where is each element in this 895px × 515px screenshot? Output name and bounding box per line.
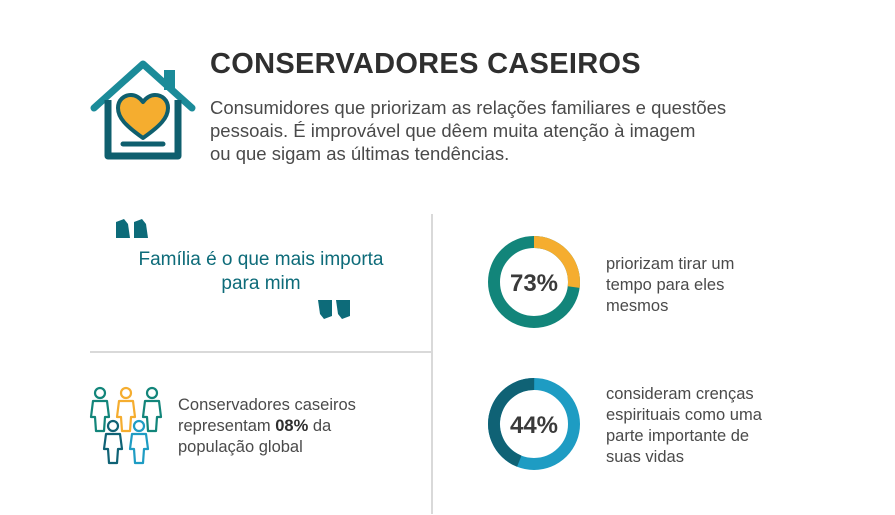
stat-line: suas vidas <box>606 448 684 466</box>
vertical-divider <box>431 214 433 514</box>
population-text: Conservadores caseiros representam 08% d… <box>178 395 418 458</box>
donut-chart-73: 73% <box>488 236 580 328</box>
population-share: 08% <box>275 417 309 435</box>
description-line: pessoais. É improvável que dêem muita at… <box>210 120 696 141</box>
people-group-icon <box>89 386 163 465</box>
stat-line: tempo para eles <box>606 276 725 294</box>
population-line: representam 08% da <box>178 416 418 437</box>
donut-label: 73% <box>510 270 558 297</box>
description-line: ou que sigam as últimas tendências. <box>210 143 510 164</box>
population-line: população global <box>178 438 303 456</box>
stat-line: consideram crenças <box>606 385 754 403</box>
stat-text-2: consideram crenças espirituais como uma … <box>606 384 762 468</box>
population-line: Conservadores caseiros <box>178 396 356 414</box>
stat-line: mesmos <box>606 297 669 315</box>
stat-text-1: priorizam tirar um tempo para eles mesmo… <box>606 254 734 317</box>
quote-open-icon <box>116 219 148 238</box>
quote-text: Família é o que mais importa para mim <box>100 248 422 296</box>
donut-label: 44% <box>510 412 558 439</box>
quote-close-icon <box>318 300 350 319</box>
description-line: Consumidores que priorizam as relações f… <box>210 97 727 118</box>
page-description: Consumidores que priorizam as relações f… <box>210 96 810 165</box>
stat-line: priorizam tirar um <box>606 255 735 273</box>
house-heart-icon <box>90 60 196 160</box>
quote-line: para mim <box>221 273 301 294</box>
donut-chart-44: 44% <box>487 378 580 470</box>
stat-line: espirituais como uma <box>606 406 762 424</box>
stat-line: parte importante de <box>606 427 750 445</box>
population-line-part: representam <box>178 417 276 435</box>
quote-line: Família é o que mais importa <box>138 249 384 270</box>
population-line-part: da <box>308 417 332 435</box>
donut-arc <box>488 236 580 328</box>
horizontal-divider <box>90 351 432 353</box>
page-title: CONSERVADORES CASEIROS <box>210 48 641 80</box>
